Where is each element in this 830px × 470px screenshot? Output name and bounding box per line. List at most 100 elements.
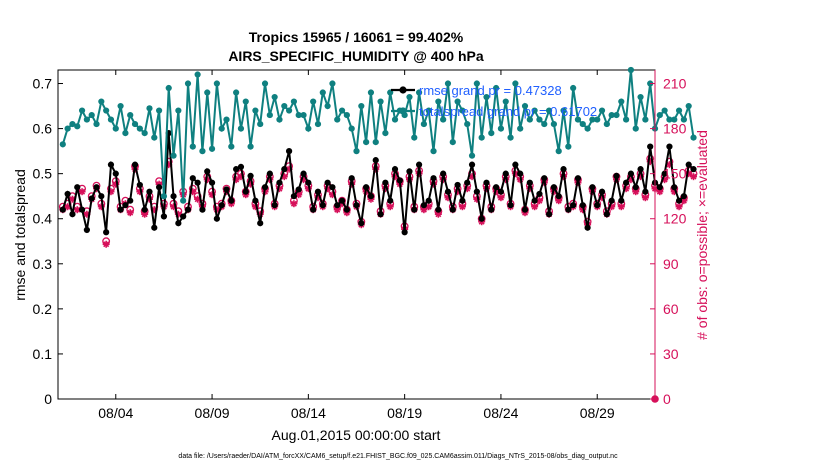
rmse-point	[690, 166, 697, 173]
totalspread-point	[570, 84, 577, 92]
rmse-point	[69, 211, 76, 218]
x-tick-label: 08/04	[98, 405, 133, 421]
totalspread-point	[64, 125, 71, 132]
y-axis-left-label: rmse and totalspread	[12, 169, 28, 301]
rmse-point	[314, 188, 322, 195]
totalspread-point	[199, 148, 206, 155]
totalspread-point	[189, 143, 196, 150]
totalspread-point	[642, 116, 649, 123]
y-left-tick-label: 0.1	[33, 346, 53, 362]
totalspread-point	[632, 125, 639, 132]
totalspread-point	[623, 116, 630, 123]
rmse-point	[204, 168, 211, 175]
rmse-point	[146, 188, 153, 195]
rmse-point	[589, 184, 596, 191]
rmse-line	[61, 133, 695, 233]
y-right-tick-label: 120	[663, 211, 687, 227]
rmse-point	[444, 188, 452, 195]
totalspread-point	[334, 116, 341, 123]
rmse-point	[98, 193, 105, 200]
totalspread-point	[247, 143, 254, 150]
rmse-point	[189, 175, 196, 182]
rmse-point	[358, 220, 365, 227]
rmse-point	[276, 179, 283, 186]
rmse-point	[550, 184, 557, 191]
rmse-point	[565, 206, 572, 213]
rmse-point	[521, 206, 529, 213]
rmse-point	[136, 181, 143, 189]
totalspread-point	[425, 107, 432, 114]
rmse-point	[613, 172, 620, 180]
rmse-point	[112, 170, 119, 177]
rmse-point	[666, 143, 673, 150]
obs-evaluated-point	[675, 203, 683, 211]
y-right-tick-label: 150	[663, 166, 687, 182]
rmse-point	[661, 170, 668, 177]
rmse-point	[531, 197, 538, 204]
totalspread-point	[627, 66, 635, 74]
rmse-point	[387, 197, 394, 204]
rmse-point	[223, 186, 230, 193]
totalspread-point	[468, 152, 476, 159]
rmse-point	[493, 184, 500, 191]
y-left-tick-label: 0.3	[33, 256, 53, 272]
rmse-point	[570, 202, 577, 209]
rmse-point	[382, 179, 389, 186]
obs-evaluated-point	[458, 203, 466, 211]
rmse-point	[618, 197, 625, 204]
totalspread-point	[497, 125, 505, 132]
y-right-tick-label: 60	[663, 301, 679, 317]
y-right-tick-label: 30	[663, 346, 679, 362]
totalspread-point	[675, 107, 683, 114]
rmse-point	[545, 211, 553, 218]
rmse-point	[83, 226, 90, 234]
rmse-point	[623, 179, 630, 186]
totalspread-point	[175, 107, 182, 114]
totalspread-point	[117, 102, 124, 110]
data-file-footnote: data file: /Users/raeder/DAI/ATM_forcXX/…	[178, 453, 618, 460]
rmse-point	[454, 181, 461, 189]
totalspread-point	[594, 116, 601, 123]
rmse-point	[271, 202, 278, 209]
totalspread-point	[156, 107, 163, 114]
rmse-point	[415, 161, 423, 168]
totalspread-point	[184, 80, 192, 87]
rmse-point	[261, 184, 269, 191]
rmse-point	[59, 206, 66, 213]
totalspread-point	[372, 139, 379, 146]
rmse-point	[343, 206, 350, 213]
rmse-point	[295, 186, 302, 193]
rmse-point	[170, 193, 177, 200]
rmse-point	[507, 202, 514, 209]
rmse-point	[440, 170, 447, 177]
totalspread-point	[305, 125, 312, 132]
legend: rmse grand pr = 0.47328 totalspread gran…	[391, 83, 597, 119]
legend-rmse-marker	[399, 86, 407, 94]
y-axis-right-label: # of obs: o=possible; ×=evaluated	[694, 130, 710, 340]
rmse-point	[78, 206, 86, 213]
totalspread-point	[78, 107, 86, 114]
legend-spread-marker	[399, 107, 407, 115]
rmse-point	[526, 179, 533, 186]
totalspread-point	[521, 102, 529, 110]
rmse-point	[300, 170, 307, 177]
totalspread-point	[295, 111, 302, 119]
totalspread-point	[271, 93, 278, 101]
totalspread-point	[459, 107, 466, 114]
rmse-point	[122, 202, 129, 209]
totalspread-point	[358, 102, 365, 110]
y-left-tick-label: 0.7	[33, 76, 53, 92]
rmse-point	[420, 202, 428, 209]
totalspread-point	[415, 89, 423, 96]
y-right-tick-label: 0	[663, 391, 671, 407]
totalspread-point	[464, 120, 471, 128]
rmse-point	[642, 188, 649, 195]
rmse-point	[478, 215, 485, 222]
totalspread-point	[112, 125, 119, 132]
totalspread-point	[170, 152, 177, 159]
rmse-point	[632, 184, 639, 191]
rmse-point	[536, 190, 543, 198]
rmse-point	[555, 193, 562, 200]
totalspread-point	[353, 148, 360, 155]
